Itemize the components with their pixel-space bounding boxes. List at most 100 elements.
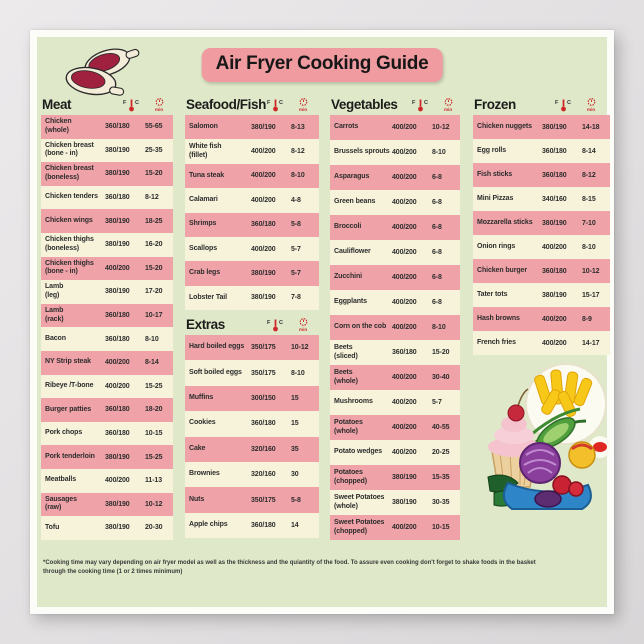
table-row: Cake 320/160 35	[185, 436, 319, 462]
time-value: 30-40	[432, 374, 450, 381]
food-name: Ribeye /T-bone	[45, 381, 94, 389]
temp-value: 400/200	[105, 359, 130, 367]
section-title: Seafood/Fish	[186, 97, 266, 112]
time-value: 6-8	[432, 274, 442, 281]
temp-value: 380/190	[105, 288, 130, 296]
food-name: Cake	[189, 444, 206, 452]
temp-value: 400/200	[542, 339, 567, 347]
food-name: Sweet Potatoes (whole)	[334, 493, 385, 510]
food-name: Onion rings	[477, 242, 516, 250]
table-row: Hard boiled eggs 350/175 10-12	[185, 335, 319, 361]
time-value: 8-12	[145, 194, 159, 202]
thermometer-icon: F C	[123, 98, 140, 117]
temp-value: 400/200	[392, 399, 417, 406]
table-row: Brussels sprouts 400/200 8-10	[330, 140, 460, 165]
food-name: Shrimps	[189, 220, 217, 228]
food-name: Beets (sliced)	[334, 343, 358, 360]
time-value: 8-12	[291, 148, 305, 156]
section-title: Frozen	[474, 97, 516, 112]
food-name: Lobster Tail	[189, 293, 227, 301]
table-row: White fish (fillet) 400/200 8-12	[185, 139, 319, 164]
temp-value: 400/200	[392, 199, 417, 206]
time-value: 30	[291, 471, 299, 479]
food-name: Salomon	[189, 122, 218, 130]
temp-value: 400/200	[251, 148, 276, 156]
table-row: Lobster Tail 380/190 7-8	[185, 285, 319, 311]
meat-logo-icon	[57, 43, 142, 106]
temp-value: 380/190	[105, 241, 130, 249]
time-value: 15-20	[432, 349, 450, 356]
temp-value: 360/180	[542, 267, 567, 275]
svg-text:min: min	[444, 107, 452, 112]
table-row: Chicken thighs (boneless) 380/190 16-20	[41, 232, 173, 257]
time-value: 8-12	[582, 171, 596, 179]
table-row: Ribeye /T-bone 400/200 15-25	[41, 374, 173, 399]
thermometer-icon: F C	[267, 318, 284, 337]
thermometer-icon: F C	[555, 98, 572, 117]
table-row: Egg rolls 360/180 8-14	[473, 139, 610, 163]
temp-value: 340/160	[542, 195, 567, 203]
time-value: 15	[291, 394, 299, 402]
timer-icon: min	[585, 98, 598, 117]
time-value: 5-8	[291, 496, 301, 504]
table-row: Salomon 380/190 8-13	[185, 115, 319, 140]
food-name: Lamb (rack)	[45, 306, 64, 323]
food-name: NY Strip steak	[45, 358, 91, 366]
time-value: 20-30	[145, 524, 163, 532]
time-value: 14-17	[582, 339, 600, 347]
table-row: Corn on the cob 400/200 8-10	[330, 315, 460, 340]
table-row: Potato wedges 400/200 20-25	[330, 440, 460, 465]
temp-value: 380/190	[105, 146, 130, 154]
svg-text:F: F	[267, 320, 271, 326]
food-name: Pork chops	[45, 429, 83, 437]
time-value: 8-13	[291, 123, 305, 131]
time-value: 30-35	[432, 499, 450, 506]
temp-value: 300/150	[251, 394, 276, 402]
temp-value: 400/200	[251, 172, 276, 180]
temp-value: 380/190	[542, 123, 567, 131]
table-row: Sweet Potatoes (whole) 380/190 30-35	[330, 490, 460, 515]
temp-value: 360/180	[251, 221, 276, 229]
svg-text:C: C	[279, 320, 283, 326]
table-row: Beets (whole) 400/200 30-40	[330, 365, 460, 390]
time-value: 6-8	[432, 199, 442, 206]
svg-text:min: min	[587, 107, 595, 112]
temp-value: 400/200	[392, 324, 417, 331]
food-name: Corn on the cob	[334, 323, 387, 331]
table-row: Apple chips 360/180 14	[185, 512, 319, 539]
temp-value: 400/200	[105, 477, 130, 485]
temp-value: 360/180	[392, 349, 417, 356]
table-row: Pork chops 360/180 10-15	[41, 421, 173, 446]
table-seafood: Salomon 380/190 8-13 White fish (fillet) 400…	[185, 115, 319, 311]
table-row: French fries 400/200 14-17	[473, 331, 610, 355]
food-name: Carrots	[334, 123, 359, 131]
food-name: Tuna steak	[189, 171, 225, 179]
time-value: 14	[291, 521, 299, 529]
time-value: 10-12	[582, 267, 600, 275]
thermometer-icon: F C	[267, 98, 284, 117]
table-row: Calamari 400/200 4-8	[185, 188, 319, 213]
time-value: 15-35	[432, 474, 450, 481]
table-row: Chicken tenders 360/180 8-12	[41, 185, 173, 210]
temp-value: 400/200	[542, 315, 567, 323]
temp-value: 380/190	[251, 294, 276, 302]
table-row: Mozzarella sticks 380/190 7-10	[473, 211, 610, 235]
temp-value: 400/200	[542, 243, 567, 251]
time-value: 15-20	[145, 170, 163, 178]
time-value: 10-17	[145, 312, 163, 320]
table-row: NY Strip steak 400/200 8-14	[41, 350, 173, 375]
temp-value: 400/200	[392, 449, 417, 456]
time-value: 8-10	[291, 369, 305, 377]
food-name: Nuts	[189, 495, 205, 503]
temp-value: 380/190	[105, 453, 130, 461]
table-extras: Hard boiled eggs 350/175 10-12 Soft boiled …	[185, 335, 319, 539]
food-name: Bacon	[45, 334, 66, 342]
svg-text:C: C	[135, 100, 139, 106]
temp-value: 360/180	[542, 171, 567, 179]
temp-value: 350/175	[251, 496, 276, 504]
temp-value: 360/180	[105, 194, 130, 202]
time-value: 8-10	[145, 335, 159, 343]
section-header: Extras F C min	[185, 317, 319, 335]
time-value: 10-15	[145, 430, 163, 438]
food-name: Eggplants	[334, 298, 367, 306]
